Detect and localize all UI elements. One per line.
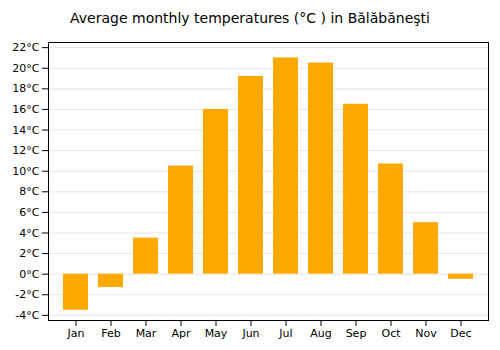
svg-text:Sep: Sep	[346, 327, 367, 340]
svg-text:Jun: Jun	[241, 327, 259, 340]
svg-text:Aug: Aug	[310, 327, 331, 340]
svg-text:4°C: 4°C	[19, 227, 39, 240]
svg-text:16°C: 16°C	[12, 103, 39, 116]
svg-text:-2°C: -2°C	[15, 288, 39, 301]
svg-text:Jul: Jul	[278, 327, 292, 340]
svg-text:12°C: 12°C	[12, 144, 39, 157]
svg-text:18°C: 18°C	[12, 82, 39, 95]
svg-text:8°C: 8°C	[19, 185, 39, 198]
svg-text:22°C: 22°C	[12, 41, 39, 54]
svg-text:-4°C: -4°C	[15, 309, 39, 322]
svg-text:Oct: Oct	[381, 327, 401, 340]
svg-text:20°C: 20°C	[12, 62, 39, 75]
svg-text:Apr: Apr	[171, 327, 191, 340]
svg-text:Nov: Nov	[415, 327, 437, 340]
svg-text:Mar: Mar	[136, 327, 157, 340]
svg-text:10°C: 10°C	[12, 165, 39, 178]
svg-text:14°C: 14°C	[12, 124, 39, 137]
svg-text:Feb: Feb	[101, 327, 120, 340]
svg-text:6°C: 6°C	[19, 206, 39, 219]
html-text:Average monthly temperatures (: Average monthly temperatures (°C ) in Bă…	[70, 10, 430, 26]
svg-text:Dec: Dec	[450, 327, 471, 340]
svg-text:2°C: 2°C	[19, 247, 39, 260]
svg-text:Jan: Jan	[67, 327, 85, 340]
svg-text:May: May	[205, 327, 228, 340]
svg-text:0°C: 0°C	[19, 268, 39, 281]
